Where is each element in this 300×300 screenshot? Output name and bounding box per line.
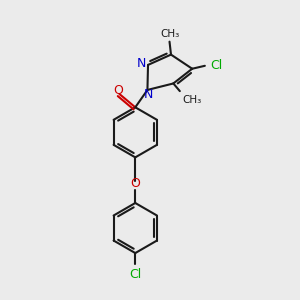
Text: O: O [113, 84, 123, 97]
Text: N: N [144, 88, 154, 101]
Text: Cl: Cl [129, 268, 141, 281]
Text: Cl: Cl [210, 59, 222, 72]
Text: N: N [137, 57, 146, 70]
Text: O: O [130, 177, 140, 190]
Text: CH₃: CH₃ [160, 29, 179, 39]
Text: CH₃: CH₃ [183, 95, 202, 105]
